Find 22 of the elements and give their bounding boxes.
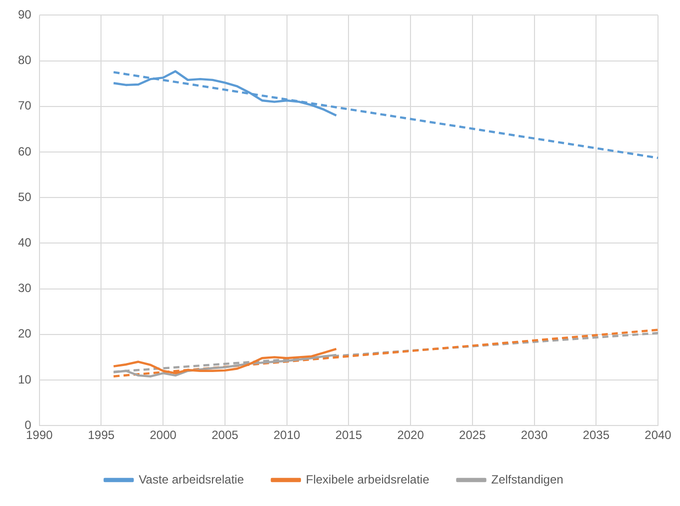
x-tick-label: 2020 [397, 428, 424, 442]
y-tick-label: 10 [18, 372, 32, 386]
legend-label: Flexibele arbeidsrelatie [306, 472, 430, 486]
x-tick-label: 2015 [335, 428, 362, 442]
y-tick-label: 50 [18, 190, 32, 204]
x-tick-label: 2010 [273, 428, 300, 442]
x-tick-label: 2040 [644, 428, 672, 442]
x-tick-label: 2025 [459, 428, 486, 442]
y-tick-label: 40 [18, 236, 32, 250]
legend-label: Vaste arbeidsrelatie [138, 472, 244, 486]
y-tick-label: 60 [18, 144, 32, 158]
legend-label: Zelfstandigen [491, 472, 564, 486]
x-tick-label: 2005 [212, 428, 239, 442]
x-tick-label: 2030 [520, 428, 548, 442]
y-tick-label: 30 [18, 281, 32, 296]
y-tick-label: 90 [18, 8, 32, 22]
y-tick-label: 20 [18, 326, 32, 341]
y-tick-label: 70 [18, 98, 32, 113]
x-tick-label: 2035 [582, 428, 610, 442]
y-tick-label: 80 [18, 53, 32, 68]
x-tick-label: 1995 [88, 428, 115, 442]
x-tick-label: 2000 [150, 428, 177, 442]
